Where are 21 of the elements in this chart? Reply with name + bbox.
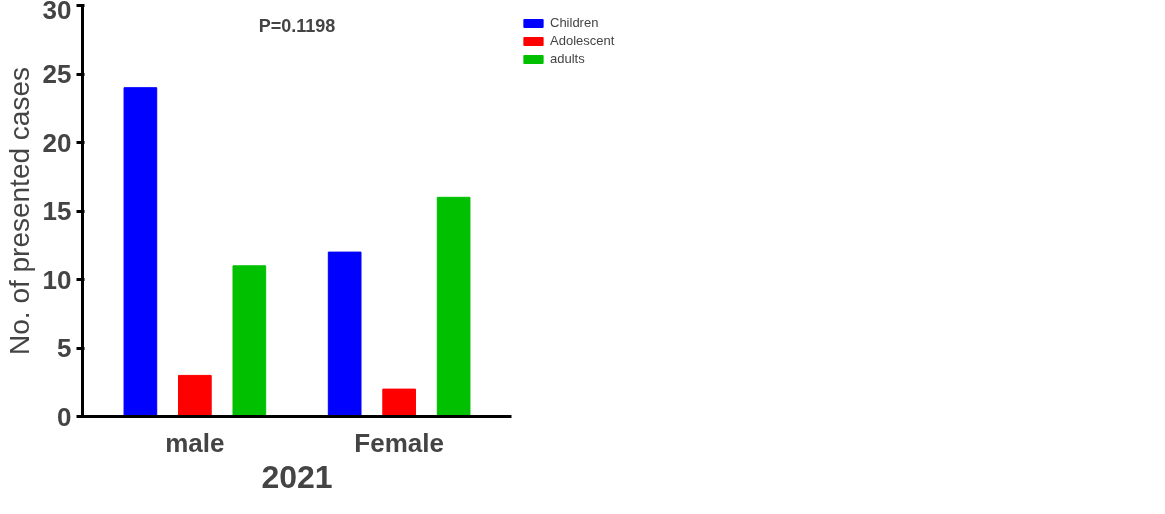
bar (178, 374, 212, 417)
y-tick-label: 0 (57, 401, 72, 432)
y-tick-label: 25 (42, 59, 72, 89)
annotation: P=0.1198 (258, 15, 336, 36)
legend-label: Children (550, 15, 599, 30)
bar (123, 87, 158, 417)
bar (327, 251, 362, 417)
y-tick-label: 5 (57, 333, 72, 363)
y-tick-label: 30 (42, 0, 72, 25)
legend-label: adults (550, 51, 585, 66)
x-tick-label: male (165, 427, 225, 458)
bar (382, 388, 416, 417)
legend-label: Adolescent (550, 33, 615, 48)
bar (232, 265, 267, 417)
y-tick-label: 10 (42, 264, 72, 295)
y-axis-title: No. of presented cases (3, 67, 35, 355)
y-tick-label: 15 (42, 196, 72, 226)
bar (436, 196, 471, 417)
x-tick-label: Female (354, 427, 444, 458)
x-axis-title: 2021 (261, 458, 333, 495)
y-tick-label: 20 (42, 127, 72, 158)
